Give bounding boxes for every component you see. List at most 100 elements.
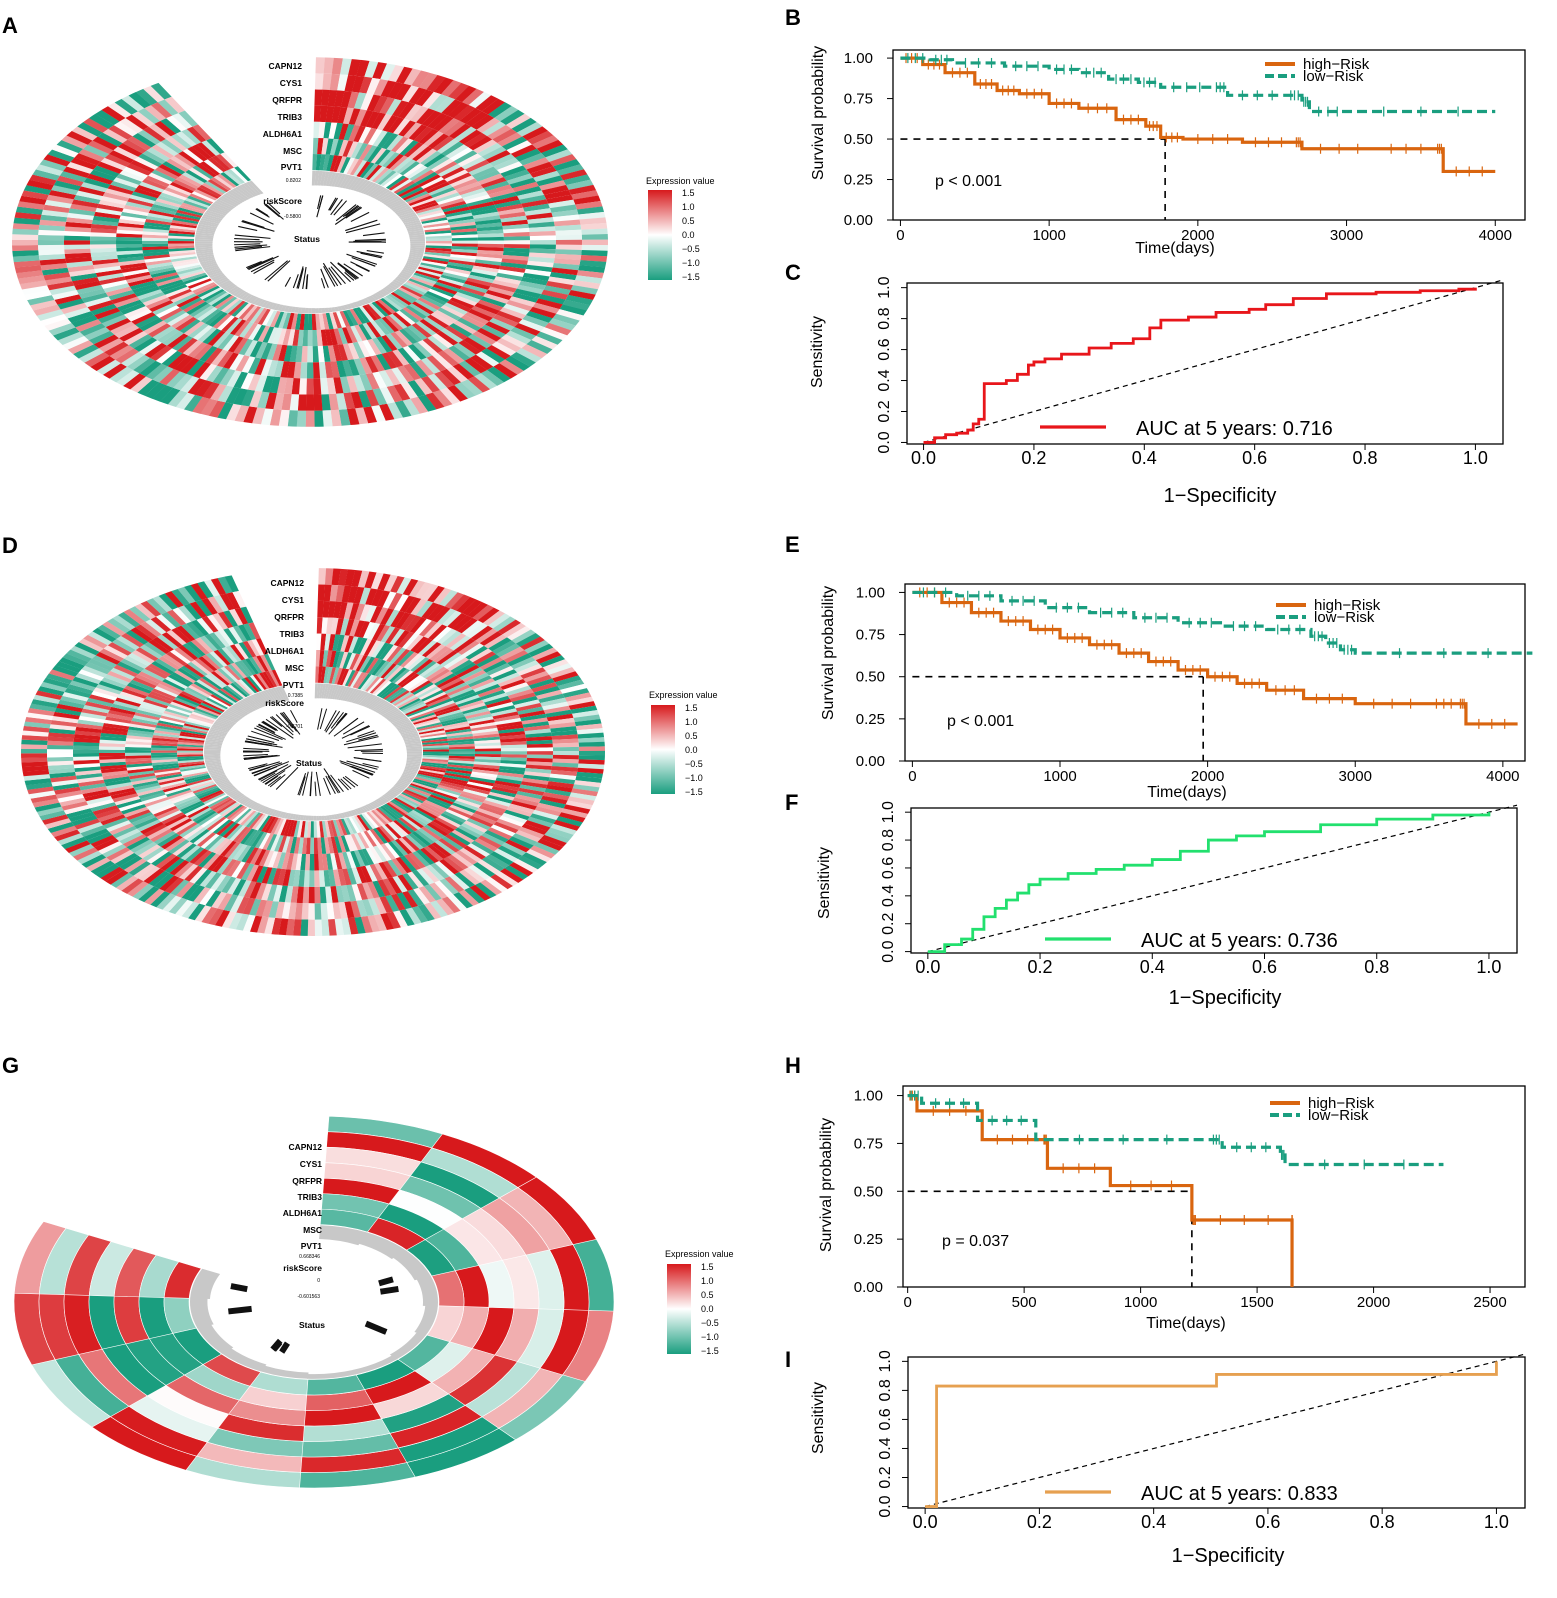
- heatmap-cell: [182, 725, 209, 733]
- heatmap-cell: [443, 723, 470, 731]
- heatmap-cell: [247, 640, 261, 657]
- heatmap-cell: [200, 398, 218, 416]
- x-tick-label: 4000: [1486, 768, 1519, 785]
- heatmap-cell: [187, 378, 207, 395]
- heatmap-cell: [287, 410, 298, 427]
- heatmap-cell: [139, 644, 163, 659]
- heatmap-cell: [425, 290, 450, 303]
- heatmap-cell: [450, 251, 478, 257]
- heatmap-cell: [545, 709, 573, 718]
- status-bar: [305, 275, 308, 290]
- heatmap-cell: [151, 745, 178, 749]
- risk-score-bar: [240, 292, 251, 301]
- risk-score-bar: [406, 757, 422, 761]
- risk-score-bar: [408, 230, 424, 234]
- heatmap-cell: [567, 796, 595, 806]
- heatmap-cell: [356, 883, 368, 901]
- heatmap-cell: [425, 247, 452, 252]
- heatmap-cell: [226, 592, 241, 610]
- risk-score-bar: [387, 199, 404, 208]
- roc-curve: [925, 1361, 1498, 1508]
- heatmap-cell: [353, 850, 366, 867]
- heatmap-cell: [413, 126, 434, 143]
- heatmap-cell: [527, 256, 555, 264]
- heatmap-cell: [172, 179, 197, 192]
- heatmap-cell: [194, 785, 219, 796]
- heatmap-cell: [459, 108, 482, 124]
- risk-score-bar: [354, 808, 361, 815]
- heatmap-cell: [344, 569, 356, 587]
- heatmap-cell: [356, 814, 370, 831]
- risk-score-bar: [190, 1268, 221, 1299]
- heatmap-cell: [317, 345, 325, 363]
- heatmap-cell: [38, 234, 65, 241]
- heatmap-cell: [199, 789, 223, 801]
- risk-score-bar: [273, 810, 280, 817]
- heatmap-cell: [150, 828, 173, 842]
- heatmap-cell: [339, 156, 351, 174]
- heatmap-cell: [232, 826, 249, 842]
- heatmap-cell: [108, 787, 136, 796]
- risk-score-bar: [387, 713, 405, 721]
- heatmap-cell: [162, 189, 188, 201]
- heatmap-cell: [101, 729, 128, 736]
- heatmap-cell: [391, 691, 413, 705]
- heatmap-cell: [337, 835, 347, 853]
- heatmap-cell: [523, 724, 551, 732]
- heatmap-cell: [116, 635, 140, 651]
- heatmap-cell: [130, 839, 154, 853]
- heatmap-cell: [75, 726, 102, 733]
- risk-score-bar: [211, 774, 226, 780]
- heatmap-cell: [497, 619, 522, 635]
- heatmap-cell: [535, 689, 563, 700]
- heatmap-cell: [270, 817, 282, 835]
- risk-score-bar: [277, 304, 284, 311]
- heatmap-cell: [399, 161, 421, 176]
- heatmap-cell: [53, 180, 82, 191]
- heatmap-cell: [566, 696, 594, 706]
- heatmap-cell: [510, 800, 537, 810]
- heatmap-cell: [432, 790, 458, 801]
- heatmap-cell: [109, 150, 135, 164]
- heatmap-cell: [224, 841, 241, 858]
- heatmap-cell: [402, 345, 421, 362]
- heatmap-cell: [90, 802, 117, 812]
- heatmap-cell: [474, 753, 501, 758]
- heatmap-cell: [64, 226, 92, 233]
- heatmap-cell: [400, 285, 424, 298]
- heatmap-cell: [142, 243, 169, 248]
- heatmap-cell: [289, 394, 300, 411]
- heatmap-cell: [475, 683, 501, 695]
- risk-score-bar: [405, 743, 422, 746]
- heatmap-cell: [97, 272, 125, 282]
- heatmap-cell: [528, 252, 556, 259]
- status-bar: [279, 712, 294, 729]
- heatmap-cell: [500, 757, 527, 762]
- heatmap-cell: [449, 297, 475, 309]
- heatmap-cell: [442, 610, 462, 627]
- heatmap-cell: [90, 303, 118, 316]
- heatmap-cell: [464, 311, 490, 325]
- heatmap-cell: [200, 702, 224, 714]
- risk-score-bar: [210, 204, 230, 213]
- heatmap-cell: [178, 645, 199, 661]
- heatmap-cell: [214, 691, 236, 705]
- heatmap-cell: [449, 175, 475, 188]
- heatmap-cell: [108, 125, 133, 140]
- heatmap-cell: [97, 811, 124, 822]
- heatmap-cell: [469, 722, 497, 729]
- gene-label: MSC: [303, 1225, 322, 1235]
- x-tick-label: 1.0: [1484, 1512, 1509, 1532]
- heatmap-cell: [407, 852, 426, 869]
- x-tick-label: 1000: [1124, 1294, 1157, 1311]
- heatmap-cell: [360, 110, 374, 127]
- heatmap-cell: [498, 768, 525, 775]
- heatmap-cell: [181, 901, 200, 919]
- heatmap-cell: [509, 296, 536, 307]
- heatmap-cell: [392, 349, 410, 366]
- legend-tick: −0.5: [701, 1318, 719, 1328]
- heatmap-cell: [474, 882, 497, 898]
- heatmap-cell: [427, 155, 450, 170]
- heatmap-cell: [212, 692, 234, 706]
- heatmap-cell: [389, 667, 407, 683]
